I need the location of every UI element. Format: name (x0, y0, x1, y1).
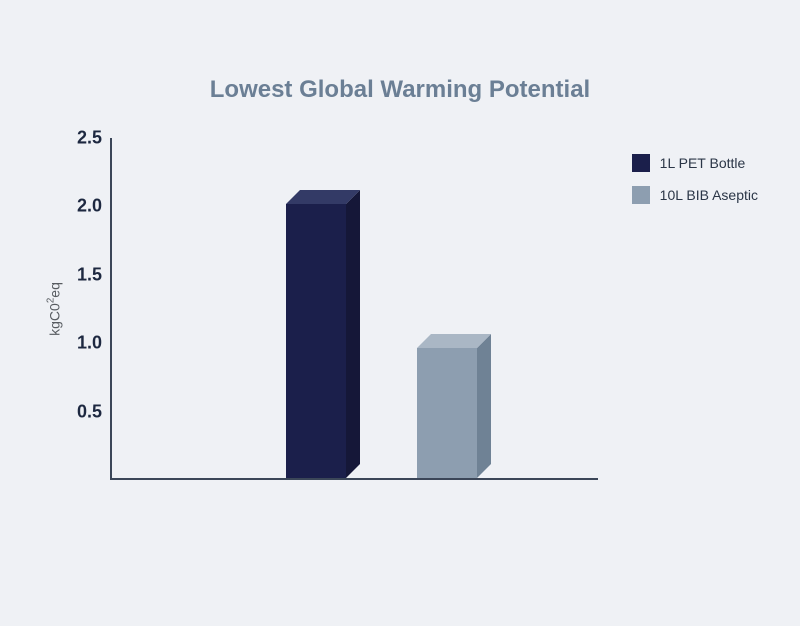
chart-title: Lowest Global Warming Potential (0, 76, 800, 104)
legend-label: 1L PET Bottle (660, 155, 746, 171)
y-tick-label: 1.5 (77, 264, 102, 285)
legend-swatch (632, 186, 650, 204)
y-tick-label: 2.5 (77, 128, 102, 149)
bar-side (346, 190, 360, 478)
bar-front (286, 204, 346, 478)
legend-swatch (632, 154, 650, 172)
legend-item: 10L BIB Aseptic (632, 186, 758, 204)
y-axis-line (110, 138, 112, 480)
bar-side (477, 334, 491, 478)
y-axis-label: kgC02eq (46, 282, 63, 336)
bar-front (417, 348, 477, 478)
legend-item: 1L PET Bottle (632, 154, 758, 172)
legend-label: 10L BIB Aseptic (660, 187, 758, 203)
x-axis-line (110, 478, 598, 480)
y-tick-label: 2.0 (77, 196, 102, 217)
y-tick-label: 1.0 (77, 333, 102, 354)
chart-plot-area: kgC02eq 0.51.01.52.02.5 (110, 138, 578, 480)
bar (417, 348, 477, 478)
legend: 1L PET Bottle 10L BIB Aseptic (632, 154, 758, 218)
bar (286, 204, 346, 478)
y-tick-label: 0.5 (77, 401, 102, 422)
